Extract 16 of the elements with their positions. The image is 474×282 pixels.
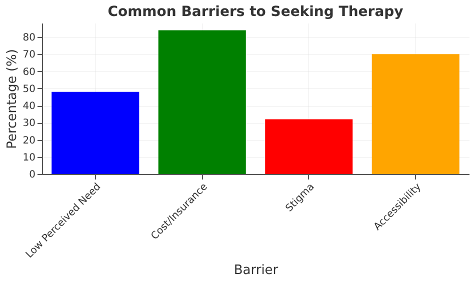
y-tick-label: 50 [22, 84, 36, 95]
chart-title: Common Barriers to Seeking Therapy [108, 4, 404, 20]
y-tick-label: 30 [22, 118, 36, 130]
y-tick-label: 0 [29, 170, 36, 180]
bar [265, 119, 353, 174]
y-tick-label: 60 [22, 66, 36, 78]
y-tick-label: 20 [22, 135, 36, 146]
bar [52, 92, 140, 174]
x-axis-title: Barrier [234, 262, 279, 278]
y-tick-label: 80 [22, 32, 36, 44]
y-tick-label: 10 [22, 152, 36, 164]
y-tick-label: 40 [22, 101, 36, 112]
bar [372, 54, 460, 174]
y-tick-label: 70 [22, 50, 36, 61]
y-axis-title: Percentage (%) [4, 49, 20, 149]
bar [158, 30, 246, 174]
